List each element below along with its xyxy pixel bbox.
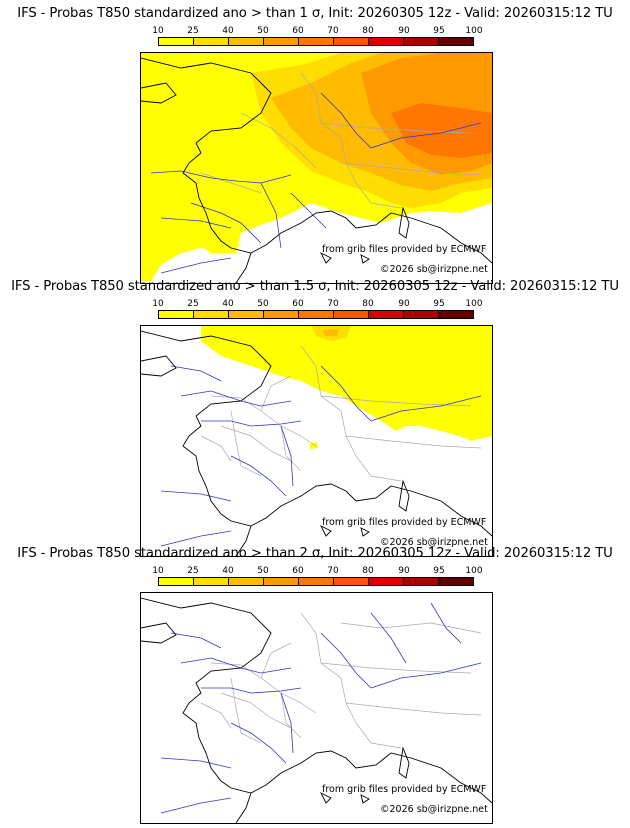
prob-area-10-south xyxy=(141,235,241,281)
scale-swatch xyxy=(159,578,194,585)
scale-tick: 100 xyxy=(465,299,483,309)
scale-swatch xyxy=(334,311,369,318)
rivers xyxy=(160,602,482,814)
scale-tick: 100 xyxy=(465,26,483,36)
scale-tick-labels: 10 25 40 50 60 70 80 90 95 100 xyxy=(152,566,482,577)
scale-swatch xyxy=(369,578,404,585)
map-panel-1: IFS - Probas T850 standardized ano > tha… xyxy=(0,6,630,284)
prob-area-40 xyxy=(323,329,339,336)
scale-tick: 60 xyxy=(292,26,304,36)
scale-swatch xyxy=(439,578,473,585)
scale-swatch xyxy=(439,38,473,45)
scale-tick: 10 xyxy=(152,566,164,576)
scale-tick: 95 xyxy=(433,26,445,36)
scale-tick: 40 xyxy=(222,26,234,36)
scale-tick-labels: 10 25 40 50 60 70 80 90 95 100 xyxy=(152,26,482,37)
scale-tick: 25 xyxy=(187,26,199,36)
coastline xyxy=(141,330,492,556)
scale-swatch xyxy=(159,38,194,45)
source-credit: from grib files provided by ECMWF xyxy=(322,784,487,795)
scale-tick: 100 xyxy=(465,566,483,576)
scale-swatch xyxy=(264,38,299,45)
scale-tick: 60 xyxy=(292,299,304,309)
scale-tick: 80 xyxy=(362,299,374,309)
scale-swatch xyxy=(404,311,439,318)
scale-swatch xyxy=(334,38,369,45)
probability-color-scale: 10 25 40 50 60 70 80 90 95 100 xyxy=(152,299,483,319)
scale-bar xyxy=(158,577,474,586)
scale-tick: 40 xyxy=(222,299,234,309)
scale-swatch xyxy=(229,578,264,585)
scale-tick: 90 xyxy=(398,26,410,36)
country-borders xyxy=(200,612,482,749)
scale-tick-labels: 10 25 40 50 60 70 80 90 95 100 xyxy=(152,299,482,310)
scale-tick: 10 xyxy=(152,26,164,36)
scale-swatch xyxy=(229,38,264,45)
scale-tick: 80 xyxy=(362,26,374,36)
scale-tick: 90 xyxy=(398,299,410,309)
scale-tick: 50 xyxy=(257,26,269,36)
source-credit: from grib files provided by ECMWF xyxy=(322,517,487,528)
scale-tick: 70 xyxy=(327,26,339,36)
scale-tick: 50 xyxy=(257,566,269,576)
scale-tick: 25 xyxy=(187,566,199,576)
panel-title: IFS - Probas T850 standardized ano > tha… xyxy=(11,279,619,294)
scale-swatch xyxy=(264,578,299,585)
probability-map xyxy=(140,325,493,557)
scale-tick: 25 xyxy=(187,299,199,309)
scale-swatch xyxy=(369,38,404,45)
scale-swatch xyxy=(299,38,334,45)
probability-map xyxy=(140,52,493,284)
scale-swatch xyxy=(299,311,334,318)
scale-swatch xyxy=(194,578,229,585)
scale-tick: 90 xyxy=(398,566,410,576)
prob-area-10-spot xyxy=(309,442,318,449)
source-credit: from grib files provided by ECMWF xyxy=(322,244,487,255)
rivers xyxy=(150,92,482,274)
probability-map xyxy=(140,592,493,824)
prob-area-60 xyxy=(391,103,492,158)
scale-swatch xyxy=(334,578,369,585)
scale-tick: 95 xyxy=(433,566,445,576)
copyright: ©2026 sb@irizpne.net xyxy=(380,804,488,815)
scale-swatch xyxy=(404,578,439,585)
scale-tick: 70 xyxy=(327,566,339,576)
scale-swatch xyxy=(299,578,334,585)
scale-bar xyxy=(158,310,474,319)
scale-swatch xyxy=(404,38,439,45)
scale-tick: 10 xyxy=(152,299,164,309)
panel-title: IFS - Probas T850 standardized ano > tha… xyxy=(17,546,613,561)
coastline xyxy=(141,597,492,823)
probability-color-scale: 10 25 40 50 60 70 80 90 95 100 xyxy=(152,566,483,586)
map-svg xyxy=(141,597,492,823)
probability-fill xyxy=(201,326,492,449)
scale-tick: 60 xyxy=(292,566,304,576)
scale-tick: 80 xyxy=(362,566,374,576)
probability-color-scale: 10 25 40 50 60 70 80 90 95 100 xyxy=(152,26,483,46)
prob-area-10 xyxy=(201,326,492,441)
scale-swatch xyxy=(194,311,229,318)
copyright: ©2026 sb@irizpne.net xyxy=(380,537,488,548)
coastline xyxy=(141,57,492,283)
scale-swatch xyxy=(439,311,473,318)
copyright: ©2026 sb@irizpne.net xyxy=(380,264,488,275)
panel-title: IFS - Probas T850 standardized ano > tha… xyxy=(17,6,613,21)
map-svg xyxy=(141,326,492,556)
scale-tick: 40 xyxy=(222,566,234,576)
scale-swatch xyxy=(194,38,229,45)
map-panel-3: IFS - Probas T850 standardized ano > tha… xyxy=(0,546,630,824)
scale-swatch xyxy=(264,311,299,318)
prob-area-10-alps xyxy=(399,414,492,438)
scale-bar xyxy=(158,37,474,46)
scale-tick: 95 xyxy=(433,299,445,309)
scale-tick: 70 xyxy=(327,299,339,309)
scale-swatch xyxy=(229,311,264,318)
scale-swatch xyxy=(159,311,194,318)
map-panel-2: IFS - Probas T850 standardized ano > tha… xyxy=(0,279,630,557)
scale-tick: 50 xyxy=(257,299,269,309)
map-svg xyxy=(141,53,492,283)
scale-swatch xyxy=(369,311,404,318)
